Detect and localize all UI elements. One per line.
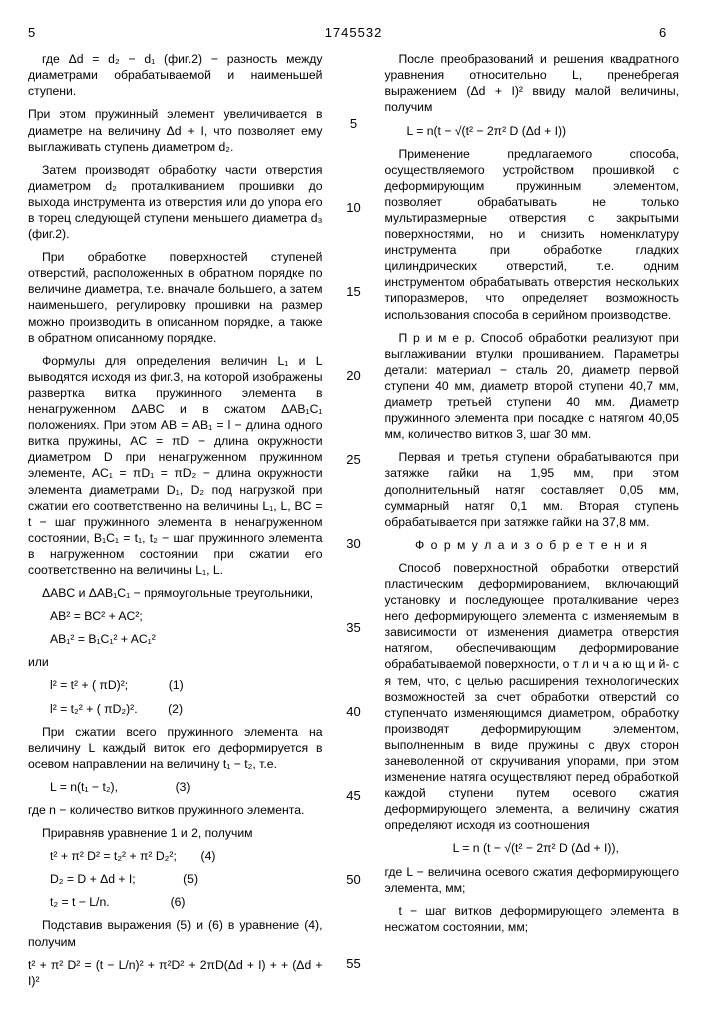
para: или	[28, 654, 323, 670]
right-column: После преобразований и решения квадратно…	[385, 51, 680, 996]
formula: AB₁² = B₁C₁² + AC₁²	[36, 631, 323, 647]
line-num: 30	[345, 535, 363, 552]
para: Применение предлагаемого способа, осущес…	[385, 146, 680, 323]
para: После преобразований и решения квадратно…	[385, 51, 680, 115]
formula: AB² = BC² + AC²;	[36, 608, 323, 624]
formula-text: L = n(t₁ − t₂),	[50, 780, 118, 794]
para: ΔABC и ΔAB₁C₁ − прямоугольные треугольни…	[28, 585, 323, 601]
page-num-right: 6	[659, 24, 679, 41]
line-num: 10	[345, 199, 363, 216]
para: t − шаг витков деформирующего элемента в…	[385, 903, 680, 935]
formula: D₂ = D + Δd + I; (5)	[36, 871, 323, 887]
formula-num: (1)	[169, 678, 184, 692]
para: где n − количество витков пружинного эле…	[28, 802, 323, 818]
left-column: где Δd = d₂ − d₁ (фиг.2) − разность межд…	[28, 51, 323, 996]
para: При этом пружинный элемент увеличивается…	[28, 106, 323, 154]
line-num: 50	[345, 871, 363, 888]
para: Подставив выражения (5) и (6) в уравнени…	[28, 917, 323, 949]
para: где Δd = d₂ − d₁ (фиг.2) − разность межд…	[28, 51, 323, 99]
line-num: 45	[345, 787, 363, 804]
para: Формулы для определения величин L₁ и L в…	[28, 353, 323, 578]
formula: t₂ = t − L/n. (6)	[36, 894, 323, 910]
para: П р и м е р. Способ обработки реализуют …	[385, 330, 680, 443]
line-numbers: 5 10 15 20 25 30 35 40 45 50 55	[345, 51, 363, 996]
formula: L = n(t − √(t² − 2π² D (Δd + I))	[393, 123, 680, 139]
formula: l² = t₂² + ( πD₂)². (2)	[36, 701, 323, 717]
page-header: 5 1745532 6	[28, 24, 679, 41]
formula-num: (2)	[168, 702, 183, 716]
line-num: 15	[345, 283, 363, 300]
claim-title: Ф о р м у л а и з о б р е т е н и я	[415, 538, 648, 552]
para: Первая и третья ступени обрабатываются п…	[385, 449, 680, 529]
formula: L = n(t₁ − t₂), (3)	[36, 779, 323, 795]
formula: L = n (t − √(t² − 2π² D (Δd + I)),	[393, 840, 680, 856]
formula-text: t₂ = t − L/n.	[50, 895, 110, 909]
formula-num: (4)	[201, 849, 216, 863]
formula: t² + π² D² = t₂² + π² D₂²; (4)	[36, 848, 323, 864]
formula: t² + π² D² = (t − L/n)² + π²D² + 2πD(Δd …	[28, 957, 323, 989]
line-num: 5	[345, 115, 363, 132]
line-num: 40	[345, 703, 363, 720]
body-columns: где Δd = d₂ − d₁ (фиг.2) − разность межд…	[28, 51, 679, 996]
formula-num: (6)	[171, 895, 186, 909]
para: Затем производят обработку части отверст…	[28, 162, 323, 242]
formula-text: t² + π² D² = t₂² + π² D₂²;	[50, 849, 177, 863]
para: При обработке поверхностей ступеней отве…	[28, 249, 323, 346]
para: Способ поверхностной обработки отверстий…	[385, 560, 680, 834]
line-num: 25	[345, 451, 363, 468]
formula-text: l² = t₂² + ( πD₂)².	[50, 702, 138, 716]
claim-heading: Ф о р м у л а и з о б р е т е н и я	[385, 537, 680, 553]
line-num: 55	[345, 955, 363, 972]
para: где L − величина осевого сжатия деформир…	[385, 864, 680, 896]
formula: l² = t² + ( πD)²; (1)	[36, 677, 323, 693]
formula-num: (3)	[176, 780, 191, 794]
doc-number: 1745532	[325, 24, 383, 41]
formula-text: D₂ = D + Δd + I;	[50, 872, 136, 886]
page-num-left: 5	[28, 24, 48, 41]
para: Приравняв уравнение 1 и 2, получим	[28, 825, 323, 841]
line-num: 20	[345, 367, 363, 384]
para: При сжатии всего пружинного элемента на …	[28, 724, 323, 772]
formula-text: l² = t² + ( πD)²;	[50, 678, 128, 692]
formula-num: (5)	[183, 872, 198, 886]
line-num: 35	[345, 619, 363, 636]
